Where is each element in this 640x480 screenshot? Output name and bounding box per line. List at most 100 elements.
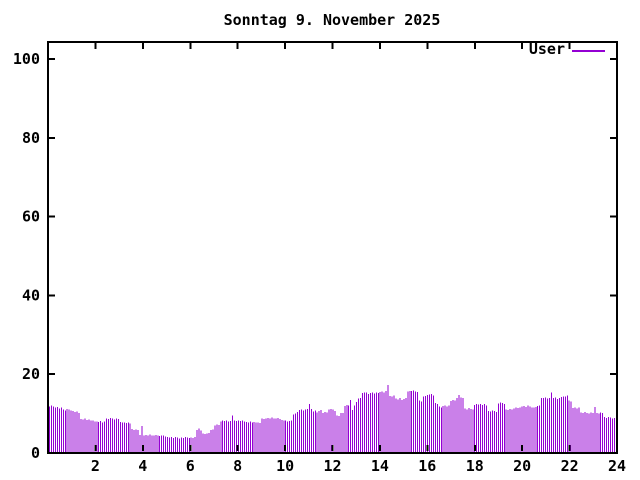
bar: [606, 417, 608, 452]
x-tick-label: 10: [276, 457, 294, 475]
bar: [131, 428, 133, 452]
bar: [440, 407, 442, 452]
bar: [531, 407, 533, 452]
x-tick-label: 16: [418, 457, 436, 475]
bar: [360, 398, 362, 452]
bar: [554, 397, 556, 452]
bar: [501, 402, 503, 452]
bar: [171, 436, 173, 452]
bar: [82, 419, 84, 452]
y-tick-label: 60: [22, 208, 40, 226]
bar: [257, 422, 259, 452]
bar: [117, 419, 119, 452]
legend-label-user: User: [529, 40, 565, 58]
bar: [251, 422, 253, 452]
bar: [249, 421, 251, 452]
plot-border: [47, 41, 618, 454]
bar: [129, 423, 131, 452]
bar: [54, 407, 56, 452]
bar: [356, 401, 358, 452]
bar: [423, 396, 425, 452]
bar: [245, 421, 247, 452]
bar: [275, 418, 277, 452]
bar: [212, 429, 214, 452]
bar: [204, 434, 206, 452]
bar: [525, 406, 527, 452]
bar: [568, 400, 570, 452]
bar: [125, 423, 127, 452]
bar: [387, 384, 389, 452]
bar: [507, 410, 509, 452]
bar: [106, 418, 108, 452]
bar: [96, 421, 98, 452]
bar: [529, 406, 531, 452]
bar: [596, 412, 598, 452]
y-tick-label: 40: [22, 286, 40, 304]
bar: [180, 437, 182, 452]
bar: [432, 395, 434, 452]
bar: [184, 437, 186, 452]
bar: [232, 415, 234, 452]
bar: [241, 420, 243, 452]
bar: [289, 421, 291, 452]
bar: [100, 421, 102, 452]
bar: [287, 421, 289, 452]
bar: [491, 410, 493, 452]
bar: [340, 412, 342, 452]
bar: [460, 397, 462, 452]
bar: [161, 435, 163, 452]
bar: [265, 418, 267, 452]
bar: [320, 410, 322, 452]
bar: [444, 405, 446, 452]
bar: [324, 412, 326, 452]
bar: [169, 437, 171, 452]
bar: [135, 429, 137, 452]
bar: [430, 393, 432, 452]
bar: [425, 395, 427, 452]
y-tick-label: 80: [22, 129, 40, 147]
bar: [503, 403, 505, 452]
bar: [484, 404, 486, 452]
bar: [76, 411, 78, 452]
bar: [98, 421, 100, 452]
bar: [127, 422, 129, 452]
bar: [198, 428, 200, 452]
bar: [297, 412, 299, 452]
bar: [84, 418, 86, 452]
bar: [174, 437, 176, 452]
bar: [222, 420, 224, 452]
bar: [247, 422, 249, 452]
bar: [383, 392, 385, 452]
bar: [448, 405, 450, 452]
bar: [407, 391, 409, 452]
bar: [523, 406, 525, 452]
x-tick-label: 4: [138, 457, 147, 475]
bar: [102, 422, 104, 452]
bar: [143, 435, 145, 452]
bar: [541, 398, 543, 452]
bar: [551, 392, 552, 452]
bar: [515, 407, 517, 452]
bar: [137, 430, 139, 452]
bar: [112, 418, 113, 452]
bar: [281, 419, 283, 452]
y-tick-label: 20: [22, 365, 40, 383]
bar: [426, 395, 428, 452]
bar: [167, 437, 169, 452]
bar: [336, 415, 338, 452]
bar: [395, 398, 397, 452]
bar: [480, 403, 482, 452]
bar: [610, 417, 612, 452]
bar: [236, 421, 238, 452]
bar: [558, 397, 560, 452]
bar: [608, 416, 610, 452]
bar: [239, 421, 241, 452]
bar: [64, 410, 66, 452]
bar: [478, 404, 480, 452]
bar: [312, 411, 314, 452]
bar: [552, 398, 554, 452]
bar: [141, 426, 143, 452]
bar: [190, 437, 192, 452]
bar: [94, 421, 96, 452]
bar: [110, 417, 112, 452]
